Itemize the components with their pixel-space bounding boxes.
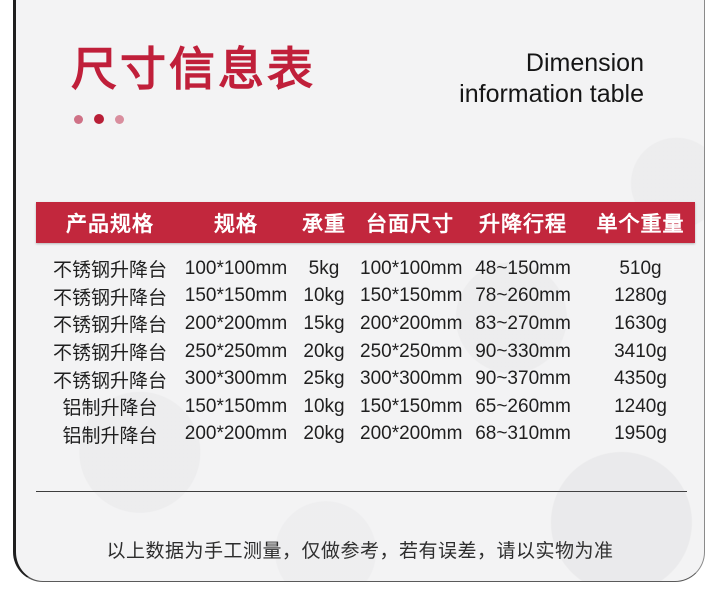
table-cell: 200*200mm [360,423,463,445]
table-cell: 铝制升降台 [62,398,158,420]
table-cell: 5kg [308,257,340,279]
table-cell: 10kg [303,395,345,417]
table-cell: 25kg [303,368,345,390]
table-cell: 250*250mm [360,340,463,362]
title-dot [115,114,124,124]
table-cell: 20kg [303,340,345,362]
header-cell-1: 规格 [214,212,258,236]
header-cell-2: 承重 [302,212,346,236]
table-cell: 68~310mm [475,423,571,445]
table-row: 不锈钢升降台 250*250mm 20kg 250*250mm 90~330mm 3410… [36,338,695,366]
page-title-english: Dimension information table [459,48,644,110]
table-cell: 10kg [303,285,345,307]
table-row: 不锈钢升降台 300*300mm 25kg 300*300mm 90~370mm 4350… [36,365,695,393]
header-cell-3: 台面尺寸 [366,212,454,236]
table-cell: 78~260mm [475,285,571,307]
table-cell: 1280g [614,285,667,307]
table-cell: 4350g [614,368,667,390]
header-cell-4: 升降行程 [479,212,567,236]
table-cell: 不锈钢升降台 [52,370,167,392]
table-cell: 48~150mm [475,257,571,279]
table-row: 不锈钢升降台 150*150mm 10kg 150*150mm 78~260mm 1280… [36,283,695,311]
table-cell: 90~330mm [475,340,571,362]
table-cell: 250*250mm [184,340,288,362]
spec-table-body: 不锈钢升降台 100*100mm 5kg 100*100mm 48~150mm 510g 不… [36,255,695,448]
table-row: 不锈钢升降台 200*200mm 15kg 200*200mm 83~270mm 1630… [36,310,695,338]
title-dot [94,114,104,124]
table-cell: 200*200mm [184,312,288,334]
table-row: 铝制升降台 200*200mm 20kg 200*200mm 68~310mm 1950g [36,421,695,449]
table-cell: 铝制升降台 [62,425,158,447]
table-cell: 65~260mm [475,395,571,417]
card-header: 尺寸信息表 Dimension information table [16,0,704,202]
disclaimer-note: 以上数据为手工测量，仅做参考，若有误差，请以实物为准 [106,541,614,563]
table-cell: 83~270mm [475,312,571,334]
table-cell: 150*150mm [360,285,463,307]
table-cell: 20kg [303,423,345,445]
page-title-english-line1: Dimension [525,49,644,77]
spec-table: 产品规格 规格 承重 台面尺寸 升降行程 单个重量 不锈钢升降台 100*100mm 5kg 1… [36,202,695,448]
page-title: 尺寸信息表 [71,43,316,95]
divider-line [36,491,687,493]
table-cell: 15kg [303,312,345,334]
table-cell: 200*200mm [360,312,463,334]
page-title-english-line2: information table [459,80,644,108]
table-cell: 300*300mm [184,368,288,390]
title-dots [74,114,124,124]
table-cell: 不锈钢升降台 [52,287,167,309]
table-cell: 510g [619,257,662,279]
table-cell: 3410g [614,340,667,362]
table-cell: 100*100mm [360,257,463,279]
table-cell: 不锈钢升降台 [52,260,167,282]
table-cell: 150*150mm [184,285,288,307]
table-cell: 150*150mm [360,395,463,417]
table-cell: 100*100mm [184,257,288,279]
table-cell: 200*200mm [184,423,288,445]
table-row: 不锈钢升降台 100*100mm 5kg 100*100mm 48~150mm 510g [36,255,695,283]
table-cell: 150*150mm [184,395,288,417]
header-cell-0: 产品规格 [66,212,154,236]
title-dot [74,114,83,124]
table-cell: 90~370mm [475,368,571,390]
table-cell: 1950g [614,423,667,445]
table-cell: 不锈钢升降台 [52,343,167,365]
table-row: 铝制升降台 150*150mm 10kg 150*150mm 65~260mm 1240g [36,393,695,421]
table-cell: 1630g [614,312,667,334]
spec-table-header-row: 产品规格 规格 承重 台面尺寸 升降行程 单个重量 [36,202,695,243]
table-cell: 1240g [614,395,667,417]
table-cell: 不锈钢升降台 [52,315,167,337]
header-cell-5: 单个重量 [596,212,685,236]
table-cell: 300*300mm [360,368,463,390]
dimension-info-card: 尺寸信息表 Dimension information table 产品规格 规格… [13,0,705,582]
